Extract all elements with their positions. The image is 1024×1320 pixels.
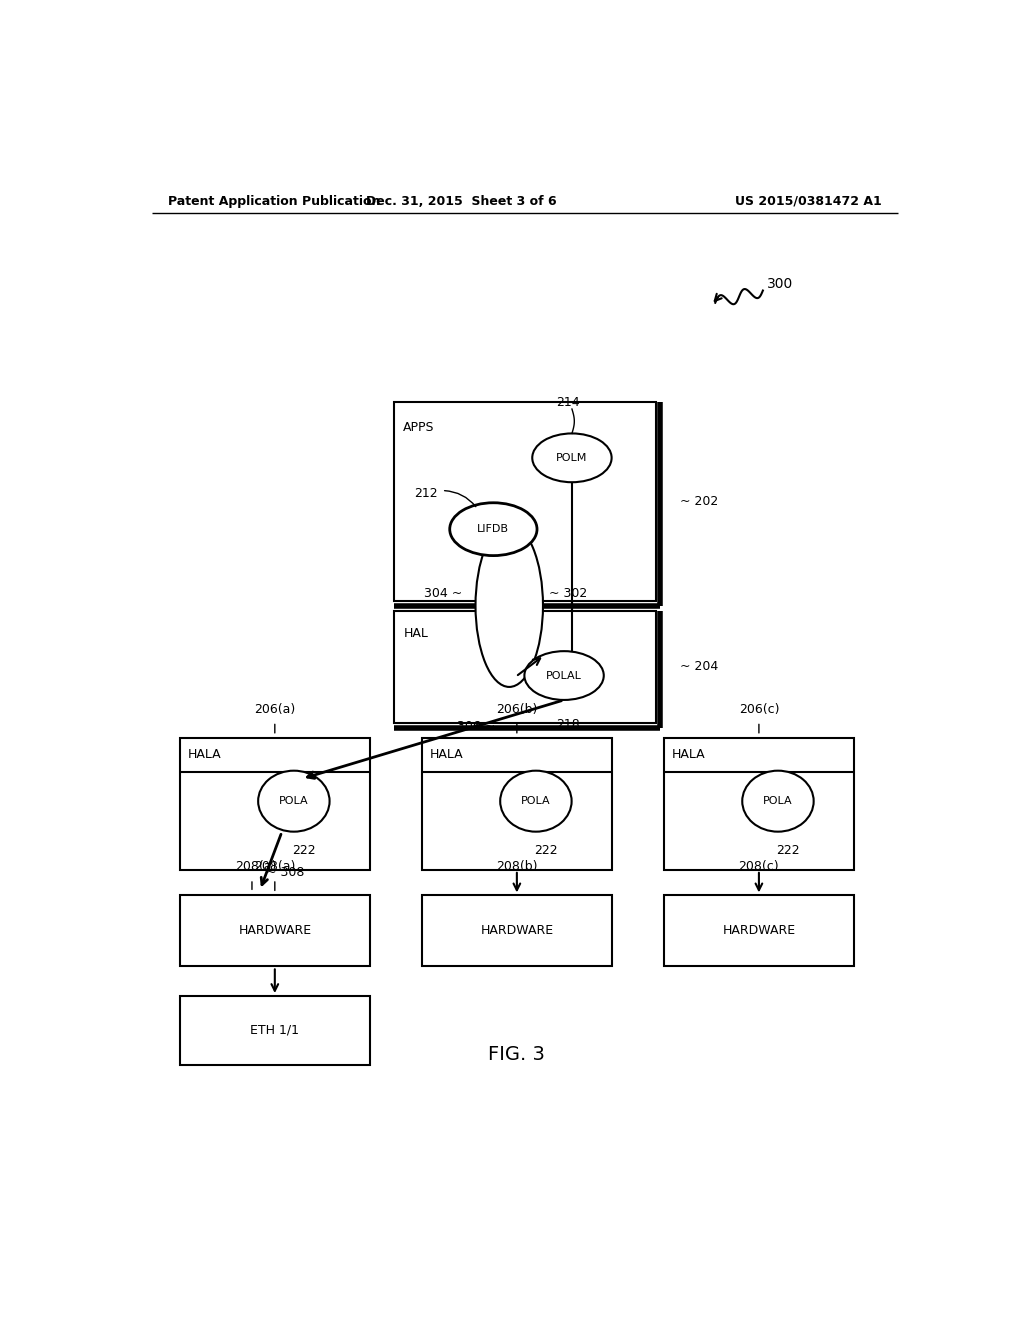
Text: ~ 202: ~ 202 — [680, 495, 718, 508]
Bar — [179, 895, 370, 966]
Text: FIG. 3: FIG. 3 — [488, 1045, 546, 1064]
Text: 208(a): 208(a) — [236, 861, 276, 874]
Ellipse shape — [532, 433, 611, 482]
Bar — [422, 895, 612, 966]
Text: ~ 204: ~ 204 — [680, 660, 718, 673]
Text: US 2015/0381472 A1: US 2015/0381472 A1 — [735, 194, 882, 207]
Text: HALA: HALA — [187, 748, 221, 762]
Text: POLM: POLM — [556, 453, 588, 463]
Bar — [394, 611, 655, 722]
Text: ~ 302: ~ 302 — [549, 587, 588, 599]
Text: HALA: HALA — [430, 748, 463, 762]
Text: 212: 212 — [414, 487, 437, 500]
Text: 304 ~: 304 ~ — [424, 587, 462, 599]
Text: 222: 222 — [776, 843, 800, 857]
Text: 208(c): 208(c) — [738, 861, 779, 874]
Text: POLA: POLA — [280, 796, 308, 807]
Bar — [664, 895, 854, 966]
Bar — [394, 403, 655, 601]
Bar — [179, 995, 370, 1065]
Ellipse shape — [524, 651, 604, 700]
Text: 206(a): 206(a) — [254, 702, 296, 715]
Text: 206(c): 206(c) — [738, 702, 779, 715]
Text: POLA: POLA — [521, 796, 551, 807]
Text: 300: 300 — [767, 277, 794, 292]
Bar — [422, 738, 612, 870]
Text: ETH 1/1: ETH 1/1 — [250, 1024, 299, 1038]
Text: POLA: POLA — [763, 796, 793, 807]
Text: Dec. 31, 2015  Sheet 3 of 6: Dec. 31, 2015 Sheet 3 of 6 — [366, 194, 557, 207]
Text: 214: 214 — [556, 396, 580, 409]
Ellipse shape — [450, 503, 537, 556]
Text: APPS: APPS — [403, 421, 435, 434]
Text: LIFDB: LIFDB — [477, 524, 509, 535]
Bar — [179, 738, 370, 870]
Text: 306 ~: 306 ~ — [457, 719, 495, 733]
Ellipse shape — [258, 771, 330, 832]
Text: HARDWARE: HARDWARE — [722, 924, 796, 937]
Ellipse shape — [742, 771, 814, 832]
Text: 222: 222 — [292, 843, 315, 857]
Text: 208(b): 208(b) — [496, 861, 538, 874]
Text: 222: 222 — [535, 843, 558, 857]
Ellipse shape — [475, 524, 543, 686]
Text: HAL: HAL — [403, 627, 428, 640]
Bar — [664, 738, 854, 870]
Text: Patent Application Publication: Patent Application Publication — [168, 194, 380, 207]
Text: HARDWARE: HARDWARE — [239, 924, 311, 937]
Text: POLAL: POLAL — [546, 671, 582, 681]
Text: 208(a): 208(a) — [254, 861, 296, 874]
Ellipse shape — [500, 771, 571, 832]
Text: HARDWARE: HARDWARE — [480, 924, 553, 937]
Text: ~ 308: ~ 308 — [266, 866, 304, 879]
Text: 218: 218 — [556, 718, 580, 731]
Text: HALA: HALA — [672, 748, 706, 762]
Text: 206(b): 206(b) — [497, 702, 538, 715]
